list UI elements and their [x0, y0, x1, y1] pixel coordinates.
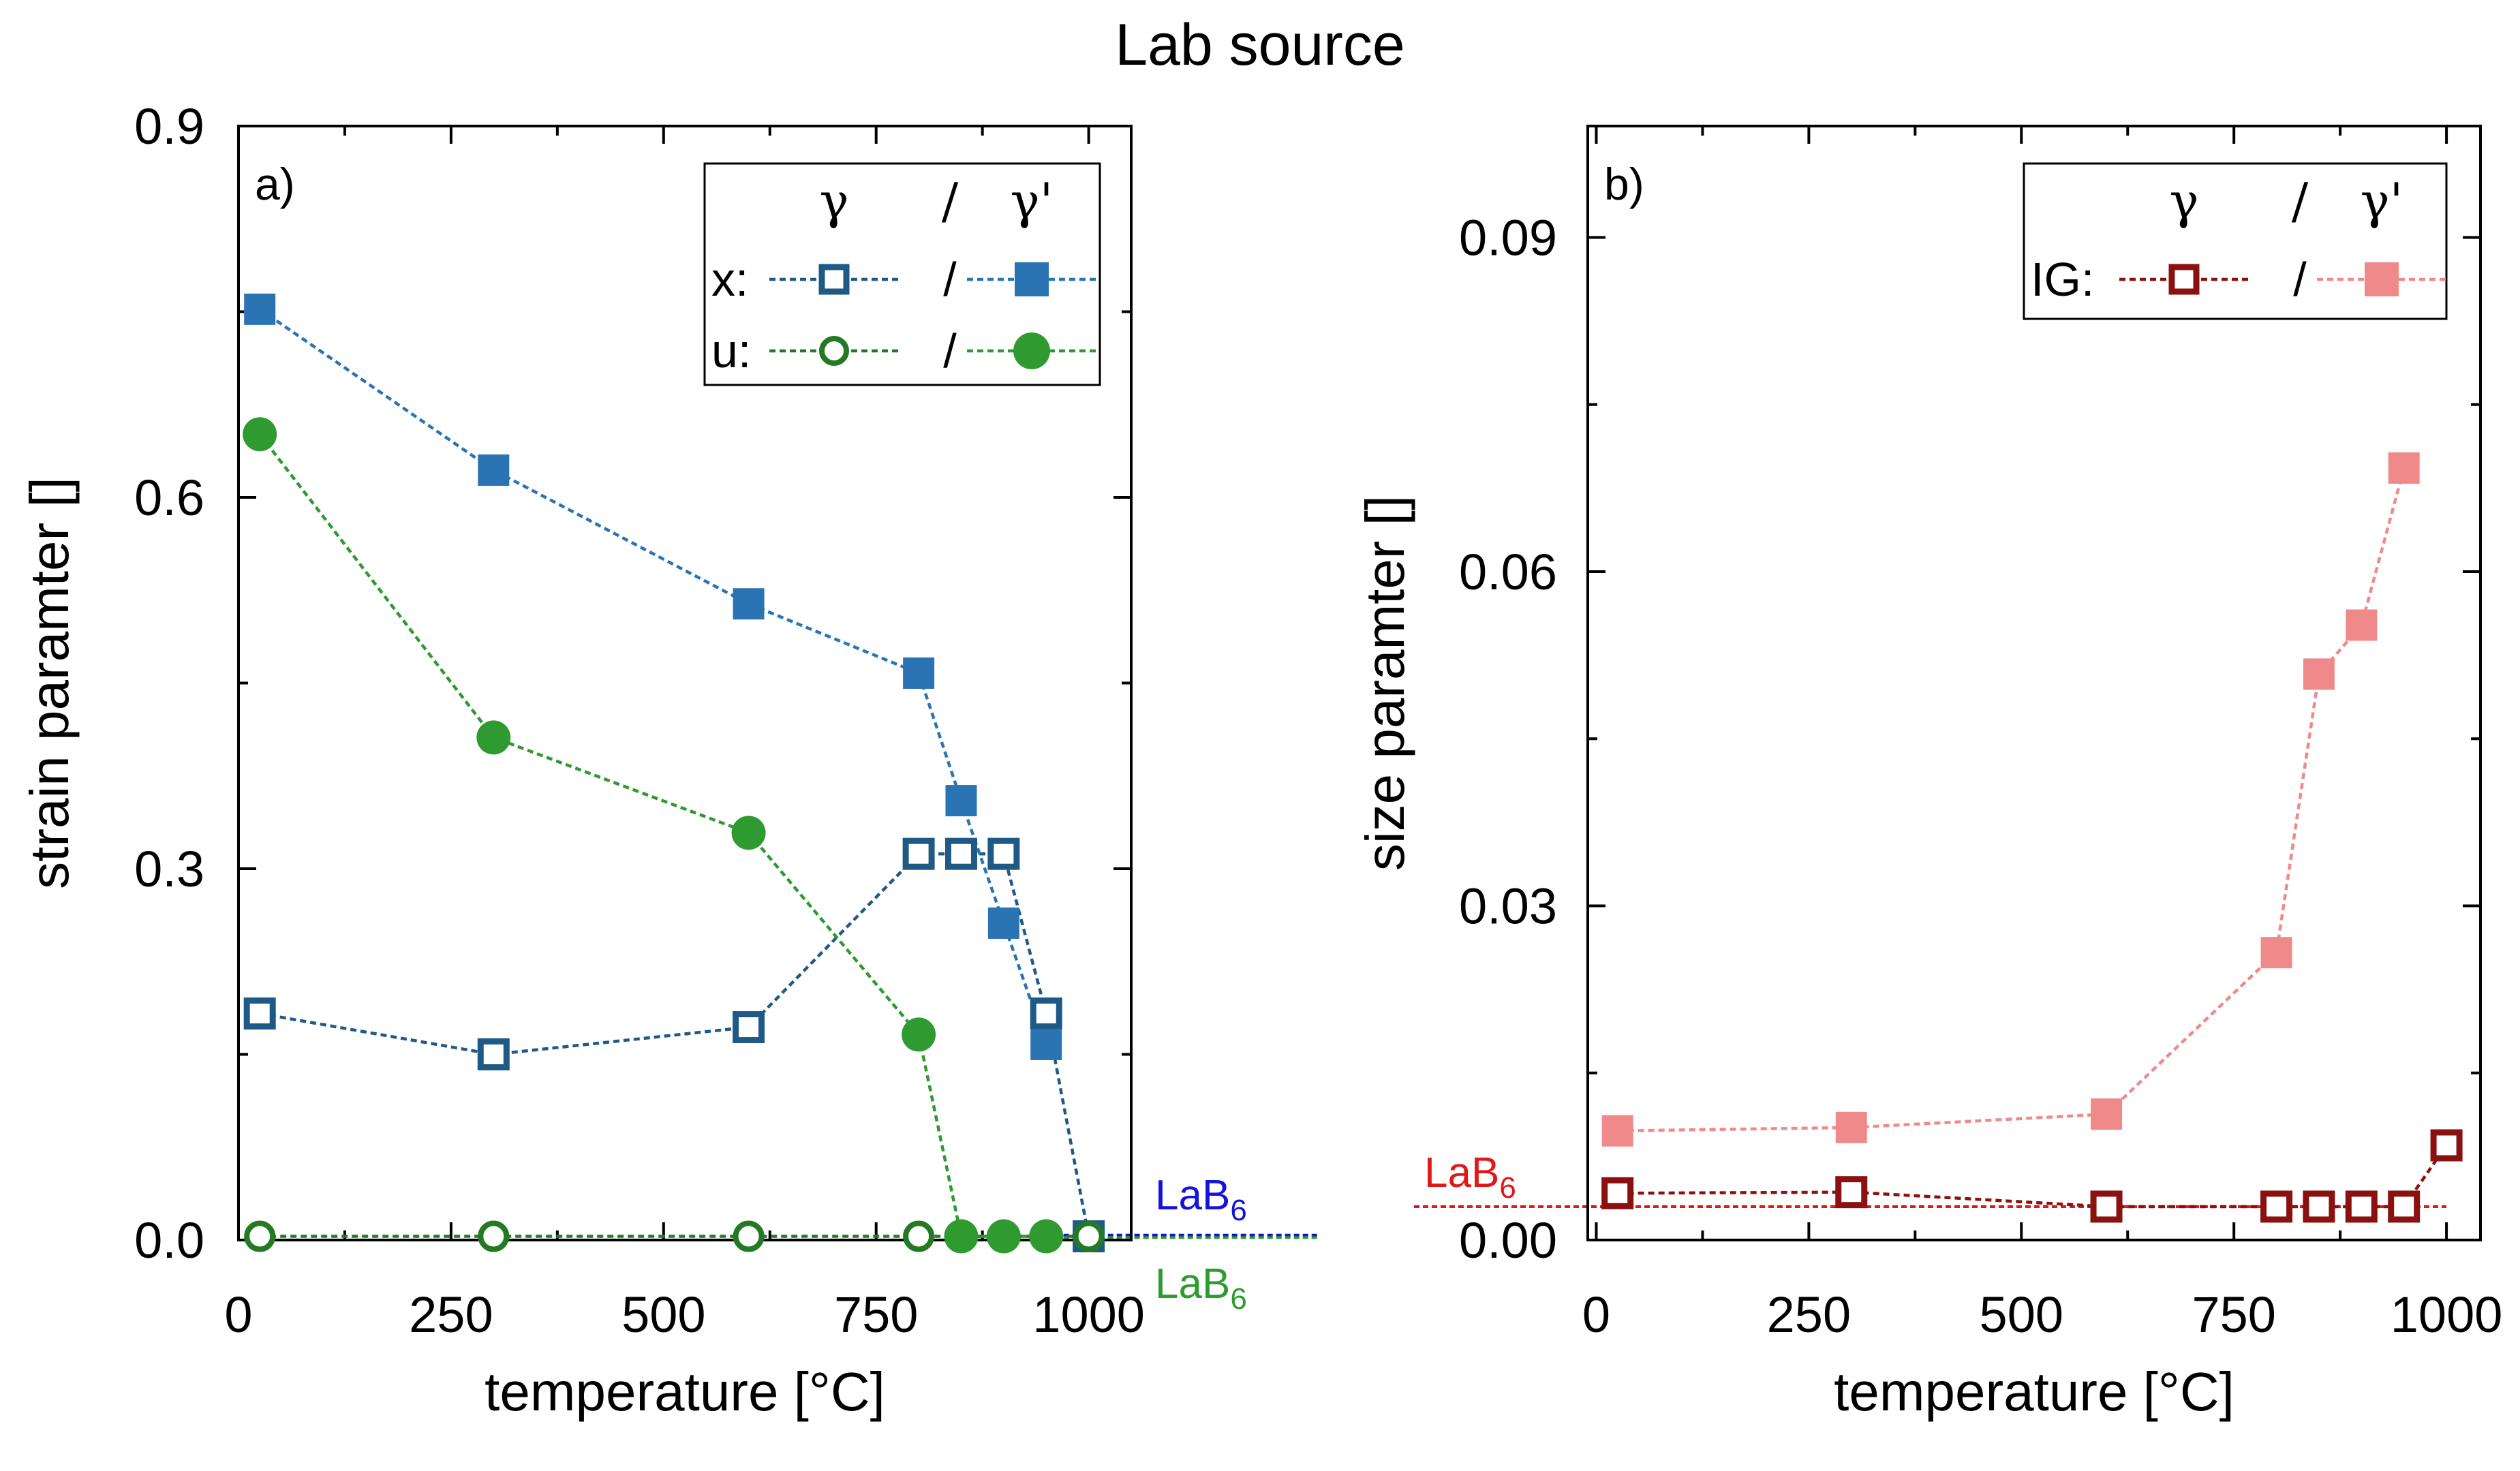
b-series-0-point: [2303, 1190, 2335, 1223]
a-xtick-label: 0: [224, 1286, 252, 1343]
b-xtick-label: 1000: [2391, 1286, 2503, 1343]
a-series-0-point: [477, 1038, 510, 1070]
a-legend-row-sep: /: [943, 324, 957, 377]
b-legend-header-sep: /: [2292, 172, 2309, 230]
b-series-0-point: [1601, 1177, 1634, 1209]
a-lab6-reference-label-1: LaB6: [1155, 1260, 1247, 1316]
panel-b-size-chart: LaB6 0 250 500 750 1000 0.00 0.03 0.06 0.09 temper…: [1355, 125, 2503, 1422]
b-series-1-point: [2303, 658, 2335, 690]
b-legend-header-gamma: γ: [2169, 172, 2198, 230]
b-legend-header-gamma-prime: γ': [2361, 172, 2403, 230]
b-legend-row-label: IG:: [2031, 253, 2094, 306]
a-series-1-point: [1030, 1028, 1062, 1060]
a-series-0-point: [987, 837, 1020, 870]
a-legend-marker-filled: [1013, 332, 1050, 369]
a-ytick-label: 0.3: [134, 841, 204, 897]
a-xtick-label: 250: [409, 1286, 493, 1343]
a-ytick-label: 0.9: [134, 98, 204, 155]
b-legend-row-sep: /: [2293, 253, 2307, 306]
a-legend-header-gamma: γ: [819, 172, 848, 230]
b-series-0-point: [2345, 1190, 2378, 1223]
a-series-1-point: [903, 657, 935, 689]
b-xtick-label: 500: [1980, 1286, 2063, 1343]
b-series-1-point: [1601, 1115, 1633, 1147]
a-series-0-point: [243, 997, 276, 1030]
a-series-1-point: [733, 588, 765, 620]
a-series-1-point: [987, 907, 1019, 939]
b-xtick-label: 750: [2192, 1286, 2275, 1343]
a-legend-marker-filled: [1015, 262, 1049, 296]
b-ytick-label: 0.06: [1459, 544, 1557, 600]
a-series-2-point: [1073, 1220, 1105, 1252]
b-y-axis-title: size paramter []: [1355, 495, 1415, 871]
a-series-3-point: [944, 1219, 979, 1254]
a-y-axis-title: strain paramter []: [19, 477, 80, 889]
a-legend-header-gamma-prime: γ': [1011, 172, 1054, 230]
a-series-0-point: [944, 837, 977, 870]
a-series-3-point: [902, 1017, 936, 1052]
a-series-2-point: [903, 1220, 935, 1252]
a-xtick-label: 1000: [1032, 1286, 1145, 1343]
a-x-axis-title: temperature [°C]: [485, 1361, 885, 1422]
a-series-0-point: [902, 837, 935, 870]
panel-a-strain-chart: LaB6 LaB6 0 250 500 750 1000 0.0 0.3 0.6 0.9 temper…: [19, 98, 1319, 1422]
a-legend: γ / γ' x: / u: /: [703, 162, 1101, 386]
a-ytick-label: 0.6: [134, 469, 204, 526]
a-series-3-point: [986, 1219, 1021, 1254]
b-ytick-label: 0.03: [1459, 878, 1557, 935]
a-series-0-point: [733, 1011, 765, 1044]
a-series-3-point: [1029, 1219, 1064, 1254]
b-legend-marker-open: [2168, 264, 2200, 295]
b-series-0-point: [1835, 1176, 1868, 1209]
b-series-1-point: [1835, 1111, 1867, 1143]
b-series-1-point: [2388, 452, 2420, 484]
a-series-1-point: [478, 454, 510, 486]
a-legend-header-sep: /: [942, 172, 959, 230]
a-series-2-point: [244, 1220, 276, 1252]
a-panel-label: a): [255, 159, 295, 209]
a-ytick-label: 0.0: [134, 1212, 204, 1269]
a-series-0-point: [1030, 997, 1062, 1030]
b-series-line-1: [1617, 467, 2406, 1133]
b-legend: γ / γ' IG: /: [2023, 162, 2448, 320]
a-series-2-point: [478, 1220, 510, 1252]
a-series-3-point: [243, 417, 277, 452]
a-xtick-label: 750: [834, 1286, 918, 1343]
b-panel-label: b): [1604, 159, 1644, 209]
a-series-1-point: [244, 293, 276, 325]
b-series-0-point: [2388, 1190, 2421, 1223]
a-legend-marker-open: [819, 336, 849, 366]
b-series-0-point: [2260, 1190, 2293, 1223]
b-plot-frame: [1586, 125, 2482, 1241]
a-legend-marker-open: [818, 264, 850, 295]
b-x-axis-title: temperature [°C]: [1834, 1361, 2234, 1422]
a-lab6-reference-label-0: LaB6: [1155, 1172, 1247, 1227]
a-xtick-label: 500: [621, 1286, 705, 1343]
b-series-1-point: [2260, 937, 2292, 969]
b-xtick-label: 250: [1767, 1286, 1851, 1343]
a-series-3-point: [731, 816, 766, 850]
b-series-1-point: [2346, 609, 2378, 641]
b-xtick-label: 0: [1582, 1286, 1610, 1343]
b-ytick-label: 0.09: [1459, 210, 1557, 266]
a-series-2-point: [733, 1220, 765, 1252]
a-series-line-0: [259, 852, 1090, 1237]
b-legend-marker-filled: [2365, 262, 2399, 296]
b-series-0-point: [2430, 1129, 2463, 1162]
a-series-3-point: [476, 720, 511, 755]
a-series-1-point: [945, 785, 977, 817]
b-series-0-point: [2090, 1190, 2123, 1223]
b-series-1-point: [2091, 1098, 2123, 1130]
a-legend-row-sep: /: [943, 253, 957, 306]
b-lab6-reference-label-0: LaB6: [1424, 1149, 1516, 1205]
a-legend-row-label: x:: [711, 253, 748, 306]
a-legend-row-label: u:: [711, 324, 751, 377]
b-ytick-label: 0.00: [1459, 1212, 1557, 1269]
figure-title: Lab source: [1115, 12, 1405, 78]
